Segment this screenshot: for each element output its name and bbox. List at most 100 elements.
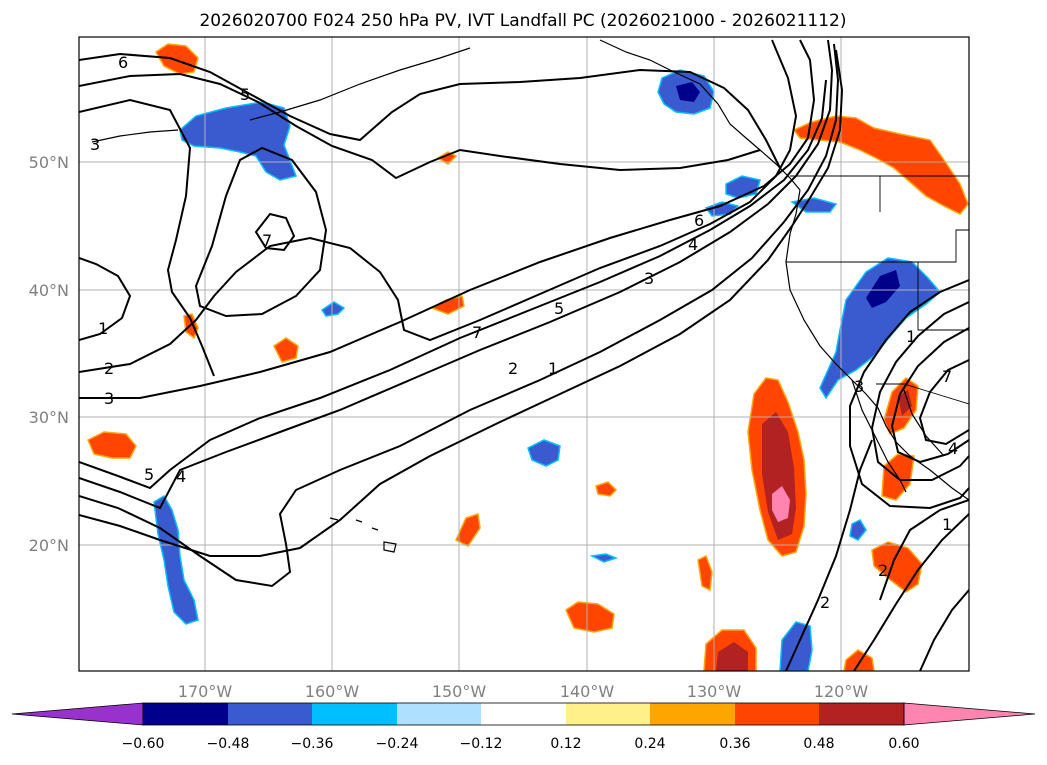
colorbar-tick-label: 0.24 bbox=[634, 736, 665, 752]
contour-label: 7 bbox=[262, 231, 272, 250]
neg-region-california-core bbox=[866, 270, 900, 308]
contour-label: 3 bbox=[644, 269, 654, 288]
contour-label: 2 bbox=[508, 359, 518, 378]
colorbar-tick-label: 0.48 bbox=[803, 736, 834, 752]
pv-contours bbox=[79, 39, 969, 671]
contour-label: 6 bbox=[694, 211, 704, 230]
colorbar-bin bbox=[819, 703, 904, 725]
latitude-tick-labels: 50°N 40°N 30°N 20°N bbox=[29, 153, 69, 555]
border-us-mexico bbox=[876, 383, 969, 405]
contour-north-a bbox=[79, 52, 781, 169]
contour-label: 3 bbox=[104, 389, 114, 408]
contour-mexico-low-3 bbox=[890, 327, 969, 464]
neg-region-small-2 bbox=[589, 553, 619, 563]
colorbar-over-extension bbox=[903, 702, 1036, 726]
lon-tick-label: 130°W bbox=[687, 682, 742, 701]
lon-tick-label: 140°W bbox=[560, 682, 615, 701]
colorbar-bin bbox=[312, 703, 397, 725]
lon-tick-label: 120°W bbox=[814, 682, 869, 701]
contour-2-right bbox=[879, 499, 969, 601]
colorbar-tick-label: 0.12 bbox=[550, 736, 581, 752]
colorbar-bin bbox=[566, 703, 650, 725]
colorbar-tick-label: 0.60 bbox=[888, 736, 919, 752]
contour-mexico-low-4 bbox=[918, 359, 969, 446]
pos-region-small-f bbox=[595, 481, 618, 497]
coast-hawaii bbox=[329, 517, 397, 553]
colorbar-bin bbox=[397, 703, 481, 725]
contour-south-1 bbox=[853, 513, 969, 671]
longitude-tick-labels: 170°W 160°W 150°W 140°W 130°W 120°W bbox=[178, 682, 869, 701]
neg-region-small-3 bbox=[849, 519, 867, 541]
colorbar-tick-label: −0.12 bbox=[460, 736, 503, 752]
colorbar: −0.60 −0.48 −0.36 −0.24 −0.12 0.12 0.24 … bbox=[11, 702, 1036, 752]
contour-3-west bbox=[79, 257, 132, 341]
neg-region-aleutian bbox=[179, 101, 298, 181]
contour-label: 4 bbox=[948, 439, 958, 458]
coast-baja bbox=[851, 379, 907, 493]
contour-north-c bbox=[79, 98, 215, 377]
pos-region-subtropical-peak bbox=[772, 486, 790, 522]
border-states bbox=[786, 176, 969, 331]
contour-jet-2 bbox=[79, 43, 840, 588]
contour-jet-1 bbox=[79, 49, 844, 557]
colorbar-tick-label: −0.60 bbox=[122, 736, 165, 752]
contour-label: 4 bbox=[176, 467, 186, 486]
contour-south-3 bbox=[919, 589, 969, 671]
contour-label: 2 bbox=[104, 359, 114, 378]
contour-label: 5 bbox=[554, 299, 564, 318]
colorbar-bin bbox=[143, 703, 228, 725]
contour-jet-4 bbox=[79, 79, 827, 490]
contour-label: 4 bbox=[688, 235, 698, 254]
contour-label: 5 bbox=[240, 85, 250, 104]
contour-label: 1 bbox=[98, 319, 108, 338]
colorbar-bin bbox=[481, 703, 566, 725]
contour-label: 6 bbox=[118, 53, 128, 72]
contour-label: 3 bbox=[854, 377, 864, 396]
coast-gulf-california bbox=[903, 389, 945, 457]
coast-aleutians bbox=[91, 47, 471, 143]
colorbar-tick-label: 0.36 bbox=[719, 736, 750, 752]
contour-label: 1 bbox=[548, 359, 558, 378]
contour-label: 7 bbox=[942, 367, 952, 386]
lat-tick-label: 20°N bbox=[29, 536, 69, 555]
contour-7-ridge bbox=[194, 146, 328, 318]
contour-mexico-low-2 bbox=[870, 301, 969, 481]
figure-title: 2026020700 F024 250 hPa PV, IVT Landfall… bbox=[199, 11, 846, 31]
contour-mexico-low-1 bbox=[849, 279, 969, 510]
contour-label: 2 bbox=[878, 561, 888, 580]
lon-tick-label: 170°W bbox=[178, 682, 233, 701]
neg-region-tropical-west bbox=[153, 494, 199, 625]
map-panel: 6 5 3 7 6 4 3 5 7 2 1 1 2 3 5 4 3 7 4 1 … bbox=[79, 37, 969, 671]
pos-region-small-h bbox=[697, 554, 713, 592]
contour-label: 2 bbox=[820, 593, 830, 612]
contour-label: 5 bbox=[144, 465, 154, 484]
colorbar-tick-label: −0.36 bbox=[291, 736, 334, 752]
colorbar-under-extension bbox=[11, 702, 144, 726]
neg-region-hawaii-ne bbox=[527, 439, 561, 467]
lat-tick-label: 40°N bbox=[29, 281, 69, 300]
contour-jet-3 bbox=[79, 39, 834, 510]
pos-region-south-hawaii-core bbox=[716, 642, 748, 671]
neg-region-alaska-core bbox=[676, 82, 700, 102]
pos-region-mexico-4 bbox=[843, 649, 875, 671]
pos-region-nw-corner bbox=[155, 43, 199, 75]
coastlines bbox=[91, 39, 969, 553]
contour-label: 1 bbox=[942, 515, 952, 534]
lon-tick-label: 150°W bbox=[432, 682, 487, 701]
map-frame bbox=[78, 36, 970, 672]
contour-7-inner bbox=[254, 212, 296, 252]
pos-region-mexico-3 bbox=[871, 541, 923, 593]
lat-tick-label: 30°N bbox=[29, 408, 69, 427]
colorbar-bin bbox=[735, 703, 819, 725]
contour-jet-5 bbox=[79, 39, 816, 399]
contour-label-group: 6 5 3 7 6 4 3 5 7 2 1 1 2 3 5 4 3 7 4 1 … bbox=[90, 53, 958, 612]
contour-label: 3 bbox=[90, 135, 100, 154]
contour-jet-6 bbox=[79, 39, 798, 373]
contour-label: 7 bbox=[472, 323, 482, 342]
lat-tick-label: 50°N bbox=[29, 153, 69, 172]
pos-region-small-g bbox=[565, 601, 615, 633]
pos-region-small-b bbox=[273, 337, 299, 363]
pos-region-mexico-1-core bbox=[898, 390, 912, 416]
colorbar-tick-label: −0.48 bbox=[207, 736, 250, 752]
